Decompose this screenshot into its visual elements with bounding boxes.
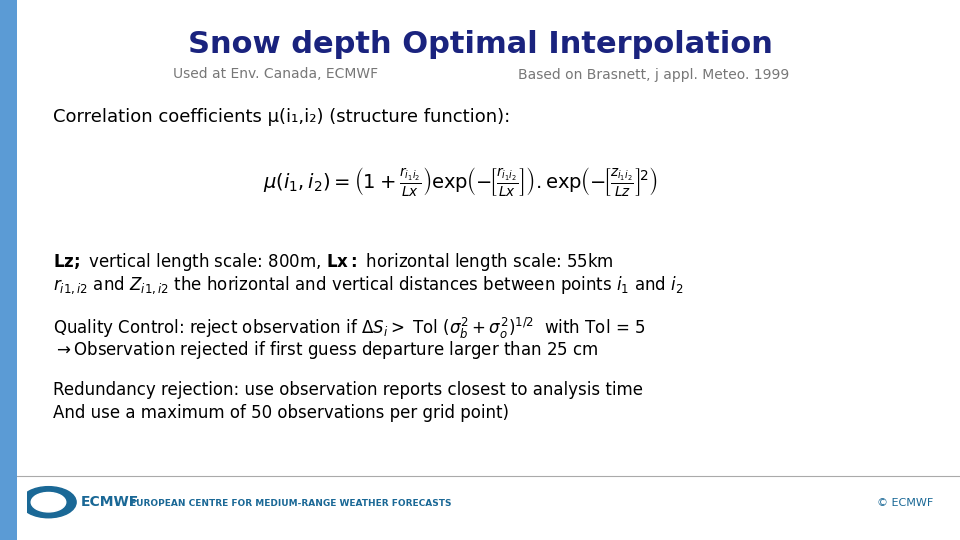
Text: © ECMWF: © ECMWF: [876, 498, 933, 508]
Text: $\mathbf{Lz;}$ vertical length scale: 800m, $\mathbf{Lx:}$ horizontal length sca: $\mathbf{Lz;}$ vertical length scale: 80…: [53, 251, 613, 273]
Text: ECMWF: ECMWF: [81, 495, 138, 509]
Text: Quality Control: reject observation if $\Delta S_i$$>$ Tol $(\sigma_b^2 + \sigma: Quality Control: reject observation if $…: [53, 316, 645, 341]
Text: And use a maximum of 50 observations per grid point): And use a maximum of 50 observations per…: [53, 404, 509, 422]
Text: EUROPEAN CENTRE FOR MEDIUM-RANGE WEATHER FORECASTS: EUROPEAN CENTRE FOR MEDIUM-RANGE WEATHER…: [130, 499, 451, 508]
Text: $r_{i1,i2}$ and $Z_{i1,i2}$ the horizontal and vertical distances between points: $r_{i1,i2}$ and $Z_{i1,i2}$ the horizont…: [53, 274, 684, 296]
Text: $\rightarrow$Observation rejected if first guess departure larger than 25 cm: $\rightarrow$Observation rejected if fir…: [53, 339, 599, 361]
Text: Used at Env. Canada, ECMWF: Used at Env. Canada, ECMWF: [173, 68, 378, 82]
Text: Redundancy rejection: use observation reports closest to analysis time: Redundancy rejection: use observation re…: [53, 381, 643, 399]
Text: Snow depth Optimal Interpolation: Snow depth Optimal Interpolation: [187, 30, 773, 59]
Circle shape: [21, 487, 76, 518]
Text: Based on Brasnett, j appl. Meteo. 1999: Based on Brasnett, j appl. Meteo. 1999: [518, 68, 790, 82]
Text: Correlation coefficients μ(i₁,i₂) (structure function):: Correlation coefficients μ(i₁,i₂) (struc…: [53, 108, 510, 126]
Circle shape: [31, 492, 65, 512]
Text: $\mu(i_1,i_2) = \left(1 + \frac{r_{i_1 i_2}}{Lx}\right)\exp\!\left(-\!\left[\fra: $\mu(i_1,i_2) = \left(1 + \frac{r_{i_1 i…: [263, 165, 659, 198]
